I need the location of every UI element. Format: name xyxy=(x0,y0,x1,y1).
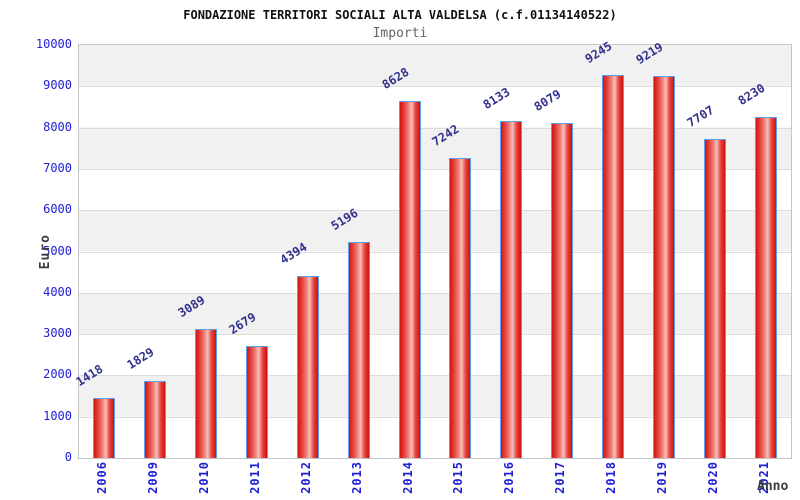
y-tick-label: 3000 xyxy=(43,326,72,341)
x-axis-title: Anno xyxy=(757,479,789,494)
x-tick-label-2011: 2011 xyxy=(248,461,262,494)
y-tick-label: 4000 xyxy=(43,284,72,299)
plot-area: 1418 1829 3089 2679 4394 5196 8628 7242 8133 8079… xyxy=(74,39,792,459)
bar-2012 xyxy=(297,276,319,458)
gridline xyxy=(79,127,791,129)
bar-value-label: 8230 xyxy=(735,80,768,108)
x-tick-label-2013: 2013 xyxy=(349,461,364,494)
x-tick-label-2018: 2018 xyxy=(604,461,618,494)
bar-value-label: 8133 xyxy=(480,84,513,112)
bar-value-label: 4394 xyxy=(277,239,310,267)
bar-2016 xyxy=(500,121,522,458)
gridline xyxy=(79,86,791,88)
x-tick-label-2006: 2006 xyxy=(95,461,110,494)
x-tick-label-2009: 2009 xyxy=(146,461,161,494)
chart-subtitle: Importi xyxy=(372,26,428,41)
gridline xyxy=(79,375,791,377)
y-tick-label: 6000 xyxy=(43,202,72,217)
y-axis-title: Euro xyxy=(38,234,53,270)
bar-2020 xyxy=(704,139,726,458)
bar-2014 xyxy=(399,101,421,458)
chart-title: FONDAZIONE TERRITORI SOCIALI ALTA VALDEL… xyxy=(183,8,617,22)
bar-value-label: 1418 xyxy=(73,361,106,389)
bar-value-label: 3089 xyxy=(175,292,208,320)
x-tick-label-2016: 2016 xyxy=(502,461,517,494)
gridline xyxy=(79,168,791,170)
bar-2010 xyxy=(195,329,217,458)
x-tick-label-2010: 2010 xyxy=(197,461,212,494)
bar-value-label: 9245 xyxy=(582,38,615,66)
y-tick-label: 8000 xyxy=(43,119,72,134)
bar-2019 xyxy=(653,76,675,458)
y-axis-tick-labels: 10000 9000 8000 7000 6000 5000 4000 3000 2000 100… xyxy=(0,0,72,500)
bar-value-label: 1829 xyxy=(124,344,157,372)
gridline xyxy=(79,334,791,336)
bar-2011 xyxy=(246,346,268,458)
y-tick-label: 0 xyxy=(64,450,72,464)
gridline xyxy=(79,251,791,253)
y-tick-label: 9000 xyxy=(43,78,72,93)
gridline xyxy=(79,292,791,294)
bar-2021 xyxy=(755,117,777,458)
x-tick-label-2020: 2020 xyxy=(705,461,720,494)
bar-value-label: 2679 xyxy=(226,309,259,337)
bar-2006 xyxy=(93,398,115,458)
bar-value-label: 7242 xyxy=(429,121,462,149)
y-tick-label: 10000 xyxy=(35,37,72,51)
bar-value-label: 7707 xyxy=(684,102,717,130)
bar-2013 xyxy=(348,242,370,458)
y-tick-label: 5000 xyxy=(43,243,72,258)
bar-2015 xyxy=(449,158,471,458)
gridline xyxy=(79,416,791,418)
bar-2009 xyxy=(144,381,166,458)
y-tick-label: 7000 xyxy=(43,160,72,175)
gridline xyxy=(79,210,791,212)
bar-2018 xyxy=(602,75,624,458)
bar-value-label: 9219 xyxy=(633,39,666,67)
y-tick-label: 2000 xyxy=(43,367,72,382)
x-tick-label-2015: 2015 xyxy=(451,461,466,494)
x-tick-label-2014: 2014 xyxy=(400,461,415,494)
y-tick-label: 1000 xyxy=(43,408,72,423)
x-tick-label-2012: 2012 xyxy=(298,461,313,494)
bar-2017 xyxy=(551,123,573,458)
x-tick-label-2017: 2017 xyxy=(553,461,568,494)
bar-value-label: 8079 xyxy=(531,86,564,114)
x-tick-label-2019: 2019 xyxy=(654,461,669,494)
bar-value-label: 8628 xyxy=(379,64,412,92)
